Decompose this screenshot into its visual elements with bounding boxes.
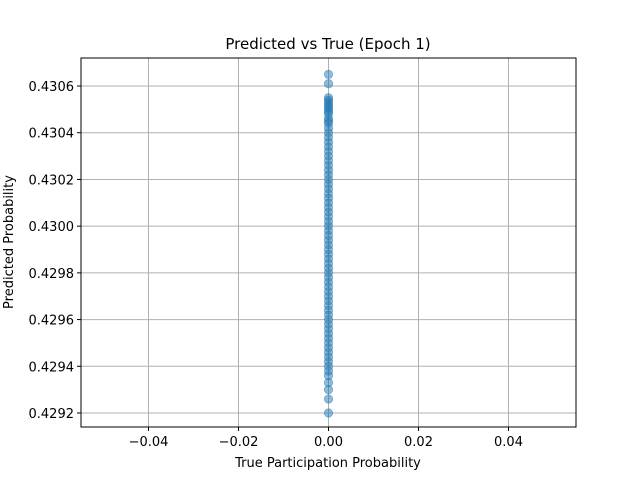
y-tick-label: 0.4292	[29, 407, 75, 422]
y-tick-label: 0.4302	[29, 173, 75, 188]
chart-title: Predicted vs True (Epoch 1)	[225, 35, 430, 53]
scatter-point	[323, 385, 334, 395]
scatter-point	[323, 394, 334, 404]
y-tick-label: 0.4294	[29, 360, 75, 375]
y-tick-label: 0.4306	[29, 80, 75, 95]
x-tick-label: −0.04	[129, 435, 169, 450]
y-tick-label: 0.4298	[29, 267, 75, 282]
y-axis-title: Predicted Probability	[2, 175, 17, 309]
scatter-point	[323, 69, 334, 79]
data-points	[323, 69, 334, 418]
tick-marks: −0.04 −0.02 0.00 0.02 0.04 0.4292 0.4294 0.4296…	[29, 80, 523, 450]
y-tick-label: 0.4304	[29, 127, 75, 142]
x-tick-label: −0.02	[219, 435, 259, 450]
scatter-point	[323, 79, 334, 89]
x-tick-label: 0.02	[404, 435, 433, 450]
y-tick-label: 0.4296	[29, 314, 75, 329]
scatter-point	[323, 408, 334, 418]
x-tick-label: 0.04	[494, 435, 523, 450]
x-tick-label: 0.00	[314, 435, 343, 450]
x-axis-title: True Participation Probability	[234, 456, 421, 471]
y-tick-label: 0.4300	[29, 220, 75, 235]
